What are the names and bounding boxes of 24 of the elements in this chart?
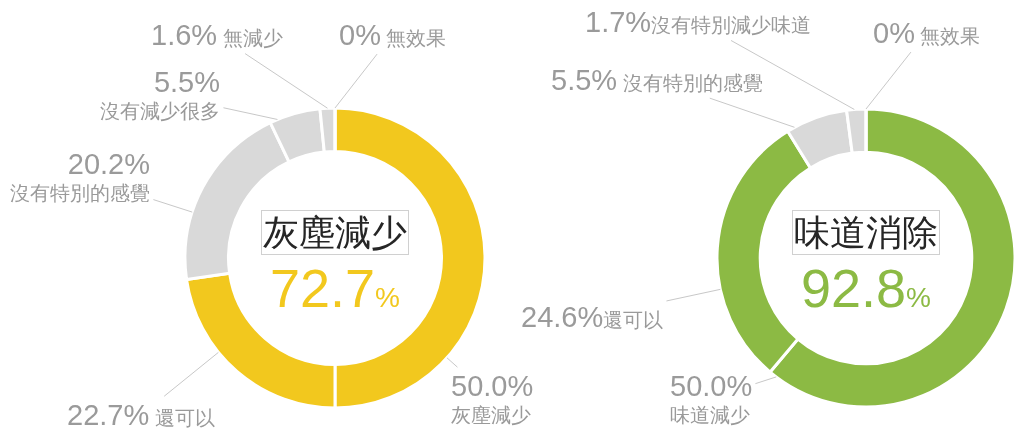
data-label: 20.2% xyxy=(67,148,150,180)
data-label: 5.5% xyxy=(551,64,618,96)
category-label: 無效果 xyxy=(386,27,447,49)
text: 92.8% xyxy=(801,258,932,318)
slice-label: 味道減少 xyxy=(670,404,750,426)
slice-label: 灰塵減少 xyxy=(451,404,531,426)
category-label: 無效果 xyxy=(920,25,981,47)
data-label: 1.7% xyxy=(585,6,652,38)
text: 0% xyxy=(339,19,381,51)
slice-label: 沒有特別的感覺 xyxy=(622,72,763,94)
slice-label: 還可以 xyxy=(154,407,215,429)
data-label: 22.7% xyxy=(67,399,150,431)
text: 味道消除 xyxy=(794,212,938,253)
data-label: 24.6% xyxy=(521,301,604,333)
slice-label: 沒有特別的感覺 xyxy=(10,182,150,204)
slice-label: 沒有減少很多 xyxy=(100,100,220,122)
slice-label: 無減少 xyxy=(222,27,283,49)
data-label: 1.6% xyxy=(151,19,218,51)
slice-label: 灰塵減少 xyxy=(263,212,407,253)
text: 72.7% xyxy=(270,258,401,318)
data-label: 5.5% xyxy=(153,66,220,98)
data-label: 50.0% xyxy=(670,370,753,402)
text: 0% xyxy=(873,17,915,49)
data-label: 50.0% xyxy=(451,370,534,402)
